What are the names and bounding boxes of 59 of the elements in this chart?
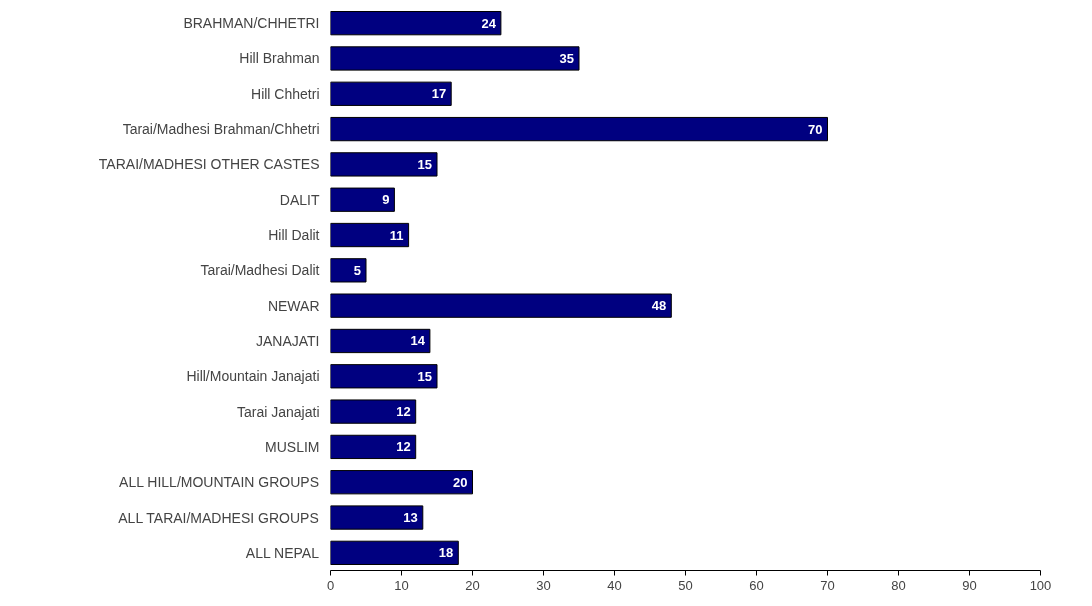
y-tick-label: Hill Dalit <box>268 227 320 244</box>
bar <box>330 152 438 177</box>
x-tick-label: 20 <box>465 577 480 593</box>
data-label: 35 <box>559 50 575 66</box>
x-tick-label: 80 <box>891 577 906 593</box>
x-tick-label: 10 <box>394 577 409 593</box>
data-label: 48 <box>651 298 667 314</box>
bar <box>330 364 438 389</box>
y-tick-label: TARAI/MADHESI OTHER CASTES <box>98 156 320 173</box>
bar <box>330 434 417 460</box>
x-tick-label: 60 <box>749 577 764 593</box>
x-tick-label: 90 <box>962 577 977 593</box>
bar <box>330 116 828 142</box>
bar <box>330 187 395 212</box>
y-tick-label: ALL TARAI/MADHESI GROUPS <box>118 509 319 526</box>
data-label: 20 <box>453 474 468 490</box>
bar <box>330 11 502 36</box>
bar <box>330 293 672 318</box>
data-label: 17 <box>431 86 447 102</box>
y-tick-label: NEWAR <box>267 297 320 314</box>
data-label: 13 <box>403 510 418 526</box>
data-label: 24 <box>481 15 497 31</box>
x-tick-label: 40 <box>607 577 622 593</box>
data-label: 15 <box>417 368 433 384</box>
data-label: 15 <box>417 156 433 172</box>
data-label: 11 <box>389 227 404 243</box>
y-tick-label: ALL NEPAL <box>245 544 320 561</box>
y-tick-label: BRAHMAN/CHHETRI <box>183 15 320 32</box>
y-tick-label: JANAJATI <box>255 332 320 349</box>
bar <box>330 258 367 283</box>
x-tick-label: 100 <box>1029 577 1052 593</box>
data-label: 70 <box>808 121 823 137</box>
y-tick-label: Hill/Mountain Janajati <box>186 368 320 385</box>
data-label: 12 <box>396 439 411 455</box>
bar <box>330 328 431 354</box>
data-label: 12 <box>396 404 411 420</box>
bar <box>330 222 410 248</box>
data-label: 18 <box>438 545 454 561</box>
y-tick-label: ALL HILL/MOUNTAIN GROUPS <box>119 474 319 491</box>
x-tick-label: 30 <box>536 577 551 593</box>
bar <box>330 470 473 495</box>
bar <box>330 46 580 71</box>
x-tick-label: 50 <box>678 577 693 593</box>
x-tick-label: 70 <box>820 577 835 593</box>
data-label: 9 <box>382 192 390 208</box>
data-label: 5 <box>353 262 361 278</box>
bar <box>330 540 459 565</box>
y-tick-label: DALIT <box>279 191 320 208</box>
data-label: 14 <box>410 333 426 349</box>
bar <box>330 81 452 106</box>
y-tick-label: MUSLIM <box>265 438 320 455</box>
bar <box>330 399 417 424</box>
y-tick-label: Hill Brahman <box>239 50 320 67</box>
x-tick-label: 0 <box>326 577 335 593</box>
y-tick-label: Tarai Janajati <box>237 403 320 420</box>
y-tick-label: Tarai/Madhesi Dalit <box>200 262 320 279</box>
y-tick-label: Hill Chhetri <box>251 85 320 102</box>
bar <box>330 505 424 530</box>
y-tick-label: Tarai/Madhesi Brahman/Chhetri <box>122 121 320 138</box>
